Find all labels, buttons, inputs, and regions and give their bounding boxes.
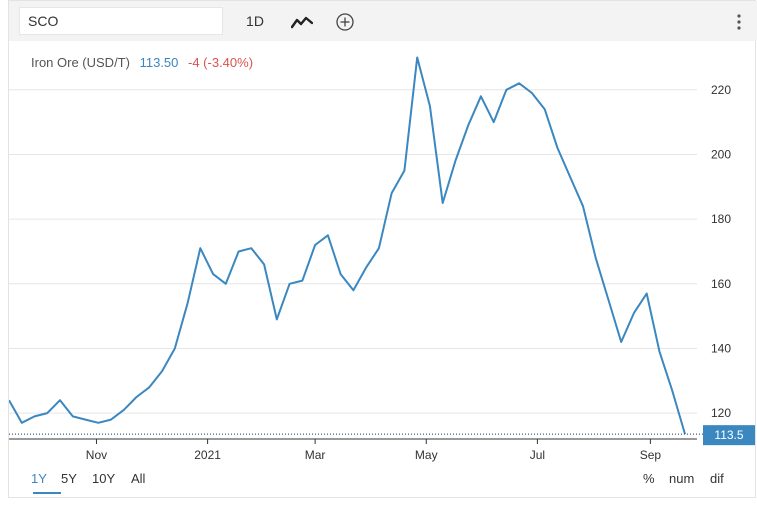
y-tick-label: 160: [711, 277, 731, 291]
y-tick-label: 200: [711, 147, 731, 161]
legend-change: -4 (-3.40%): [188, 55, 254, 70]
x-tick-label: Sep: [640, 448, 662, 462]
range-5y-button[interactable]: 5Y: [61, 471, 77, 486]
chart-legend: Iron Ore (USD/T) 113.50 -4 (-3.40%): [31, 55, 259, 70]
range-active-indicator: [33, 492, 61, 494]
kebab-menu-icon[interactable]: [725, 7, 753, 35]
last-value-label: 113.5: [714, 428, 743, 442]
symbol-search-input[interactable]: SCO: [19, 7, 223, 35]
y-tick-label: 140: [711, 341, 731, 355]
x-tick-label: Jul: [530, 448, 545, 462]
x-tick-label: 2021: [194, 448, 221, 462]
range-all-button[interactable]: All: [131, 471, 146, 486]
period-button[interactable]: 1D: [246, 13, 264, 29]
series-line: [9, 56, 686, 435]
last-value-badge: [703, 425, 755, 446]
x-tick-label: Mar: [305, 448, 326, 462]
range-1y-button[interactable]: 1Y: [31, 471, 47, 486]
y-tick-label: 220: [711, 83, 731, 97]
chart-toolbar: SCO 1D: [9, 1, 757, 41]
range-10y-button[interactable]: 10Y: [92, 471, 116, 486]
plus-circle-icon[interactable]: [331, 7, 359, 35]
scale-dif-button[interactable]: dif: [710, 471, 724, 486]
legend-series-name: Iron Ore (USD/T): [31, 55, 130, 70]
legend-price: 113.50: [139, 55, 179, 70]
chart-widget: SCO 1D 120 140 160 180 200 220 Nov 2021 Mar May Ju…: [8, 0, 757, 498]
scale-percent-button[interactable]: %: [643, 471, 655, 486]
y-tick-label: 120: [711, 406, 731, 420]
x-tick-label: Nov: [86, 448, 107, 462]
line-chart-icon[interactable]: [285, 7, 319, 35]
x-tick-label: May: [415, 448, 438, 462]
line-chart: 120 140 160 180 200 220 Nov 2021 Mar May Jul Sep 113…: [9, 56, 755, 462]
y-tick-label: 180: [711, 212, 731, 226]
scale-num-button[interactable]: num: [669, 471, 695, 486]
